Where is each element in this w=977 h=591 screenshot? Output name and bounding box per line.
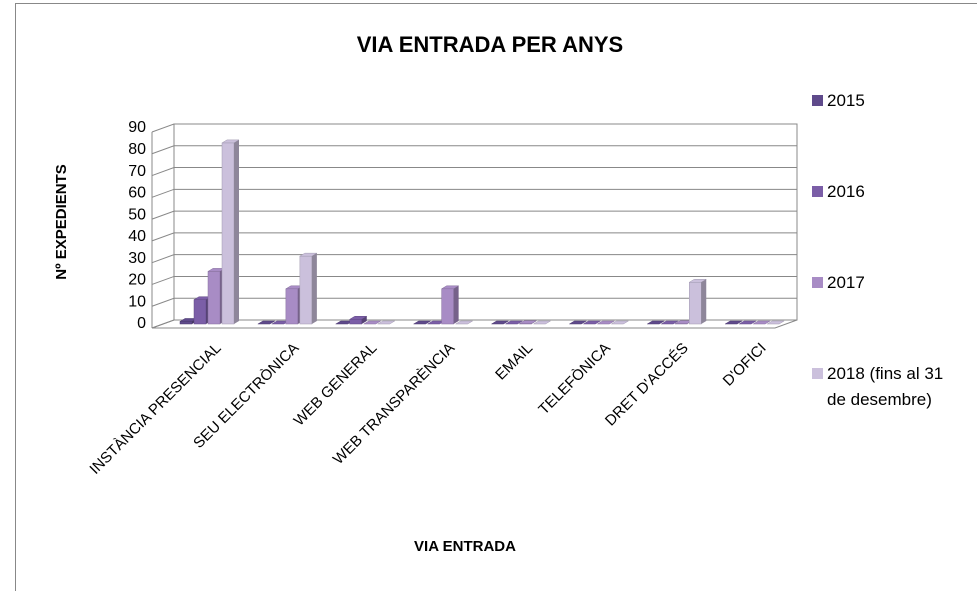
bar-side [311,253,317,324]
bar [518,320,538,325]
legend-label: 2017 [827,273,865,292]
bar-front [689,282,702,325]
legend-item: 2018 (fins al 31 de desembre) [812,361,972,413]
grid-line [151,297,797,307]
x-axis-label: VIA ENTRADA [414,538,516,555]
legend-item: 2016 [812,179,972,205]
bar [504,320,524,325]
bar-front [299,255,313,325]
bar [568,320,588,325]
legend-item: 2015 [812,88,972,114]
legend-swatch [812,277,823,288]
bar [221,139,240,325]
bar-top [532,320,552,325]
bar [376,320,396,325]
bar [596,320,616,325]
bar [688,279,708,325]
y-tick-label: 50 [128,206,146,223]
grid-line [151,123,797,133]
bar-front [221,142,235,325]
grid-line [151,188,797,198]
legend-item: 2017 [812,270,972,296]
y-tick-label: 60 [128,185,146,202]
grid-line [151,167,797,177]
bar-side [234,139,239,324]
grid-line [151,210,797,220]
legend-swatch [812,368,823,379]
x-tick-label: EMAIL [492,340,536,384]
legend-label: 2015 [827,91,865,110]
legend-swatch [812,95,823,106]
bar [412,320,432,325]
bar [660,320,680,325]
bar [752,320,772,325]
bar-front [193,299,207,325]
bar-side [361,316,367,324]
legend-label: 2018 (fins al 31 de desembre) [827,364,944,409]
y-tick-label: 80 [128,141,146,158]
y-tick-label: 70 [128,163,146,180]
y-axis-label: Nº EXPEDIENTS [53,164,70,280]
bar-side [701,279,707,324]
bar-front [207,271,221,325]
y-tick-label: 90 [128,119,146,136]
bar-side [453,285,459,324]
bar-front [285,288,299,325]
bar [738,320,758,325]
y-tick-label: 30 [128,250,146,267]
bar [362,320,382,325]
bar [532,320,552,325]
bar-side [531,320,537,324]
bar [610,320,630,325]
x-tick-label: D'OFICI [720,340,770,390]
x-tick-label: INSTÀNCIA PRESENCIAL [86,340,224,478]
y-tick-label: 10 [128,293,146,310]
grid-line [151,254,797,264]
y-tick-label: 20 [128,272,146,289]
bar [582,320,602,325]
y-tick-label: 40 [128,228,146,245]
bar-front [441,288,454,325]
legend-swatch [812,186,823,197]
grid-line [151,319,797,329]
grid-line [151,232,797,242]
bar [348,316,368,325]
chart-border [15,3,977,591]
bar-front [179,321,193,325]
bar [454,320,474,325]
bar [256,320,276,325]
y-tick-label: 0 [137,315,146,332]
bar [766,320,786,325]
bar [724,320,744,325]
x-tick-label: DRET D'ACCÉS [602,340,692,430]
bar-top [454,320,474,325]
grid-line [151,145,797,155]
bar-front [349,319,362,325]
bar [490,320,510,325]
bar [440,285,460,325]
bar [646,320,666,325]
bar [298,252,318,325]
x-tick-label: TELEFÒNICA [535,340,614,419]
x-tick-label: WEB GENERAL [290,340,380,430]
legend-label: 2016 [827,182,865,201]
grid-line [151,275,797,285]
chart-title: VIA ENTRADA PER ANYS [357,32,623,57]
